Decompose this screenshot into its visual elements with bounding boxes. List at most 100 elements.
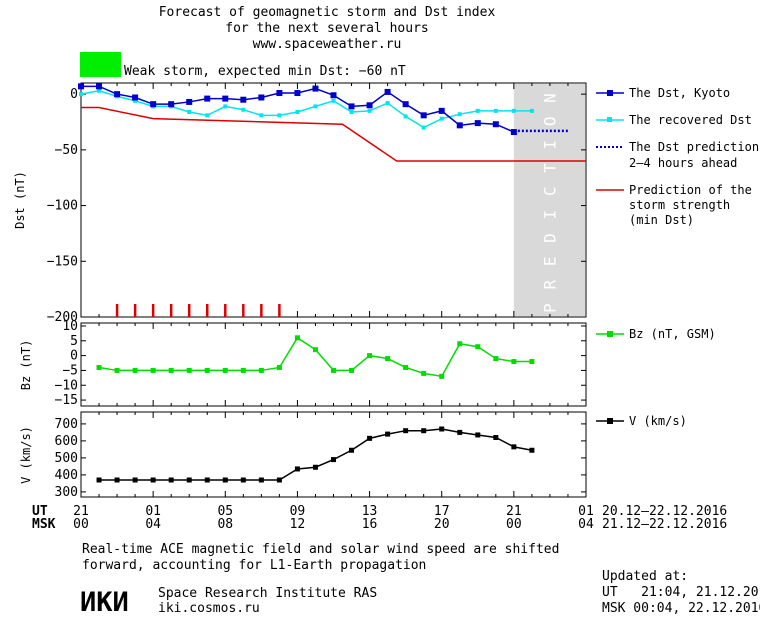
prediction-label-letter: O xyxy=(540,117,559,127)
institute-url[interactable]: iki.cosmos.ru xyxy=(158,601,260,616)
x-tick-label-msk: 08 xyxy=(217,517,233,532)
y-tick-label: 5 xyxy=(70,334,78,349)
recovered-dst-point xyxy=(349,109,354,114)
recovered-dst-point xyxy=(277,113,282,118)
dst-kyoto-point xyxy=(240,96,247,103)
x-tick-label-msk: 04 xyxy=(145,517,161,532)
bz-point xyxy=(493,356,499,362)
bz-line xyxy=(98,336,532,378)
v-point xyxy=(96,477,102,483)
legend-storm-line1: Prediction of the xyxy=(629,183,752,197)
y-tick-label: 500 xyxy=(55,451,78,466)
v-point xyxy=(403,428,409,434)
v-point xyxy=(294,466,300,472)
v-point xyxy=(439,426,445,432)
prediction-zone: P R E D I C T I O N xyxy=(513,84,585,316)
bz-point xyxy=(367,353,373,359)
dst-kyoto-point xyxy=(438,107,445,114)
dst-kyoto-point xyxy=(312,85,319,92)
bz-point xyxy=(403,364,409,370)
bz-point xyxy=(511,359,517,365)
x-tick-label-ut: 21 xyxy=(506,504,522,519)
site-url: www.spaceweather.ru xyxy=(253,37,402,52)
y-tick-label: −200 xyxy=(47,310,78,325)
bz-point xyxy=(204,367,210,373)
prediction-label-letter: R xyxy=(540,279,559,289)
bz-point xyxy=(240,367,246,373)
institute-name: Space Research Institute RAS xyxy=(158,586,377,601)
footer-note-line2: forward, accounting for L1-Earth propaga… xyxy=(82,558,426,573)
recovered-dst-point xyxy=(133,98,138,103)
legend-v: V (km/s) xyxy=(629,414,687,428)
dst-kyoto-point xyxy=(384,88,391,95)
dst-kyoto-point xyxy=(348,103,355,110)
recovered-dst-point xyxy=(241,107,246,112)
legend-v-marker xyxy=(607,418,613,424)
bz-point xyxy=(96,364,102,370)
y-tick-label: −100 xyxy=(47,199,78,214)
x-tick-label-msk: 04 xyxy=(578,517,594,532)
recovered-dst-point xyxy=(367,108,372,113)
dst-kyoto-point xyxy=(420,112,427,119)
y-tick-label: 0 xyxy=(70,87,78,102)
y-tick-label: 0 xyxy=(70,349,78,364)
bz-point xyxy=(475,344,481,350)
recovered-dst-point xyxy=(529,108,534,113)
v-panel-frame xyxy=(80,411,587,498)
legend-recovered: The recovered Dst xyxy=(629,113,752,127)
storm-status-text: Weak storm, expected min Dst: −60 nT xyxy=(124,64,406,79)
bz-point xyxy=(222,367,228,373)
bz-axis-label: Bz (nT) xyxy=(19,340,33,391)
y-tick-label: −10 xyxy=(55,378,78,393)
prediction-label-letter: E xyxy=(540,257,559,267)
bz-point xyxy=(529,359,535,365)
bz-point xyxy=(186,367,192,373)
recovered-dst-point xyxy=(259,113,264,118)
x-tick-label-msk: 16 xyxy=(362,517,378,532)
dst-kyoto-point xyxy=(294,90,301,97)
x-tick-label-msk: 12 xyxy=(290,517,306,532)
v-point xyxy=(511,444,517,450)
series xyxy=(78,83,586,483)
v-point xyxy=(493,435,499,440)
v-point xyxy=(132,477,138,483)
y-tick-label: 400 xyxy=(55,468,78,483)
bz-point xyxy=(168,367,174,373)
y-tick-label: −5 xyxy=(62,363,78,378)
axes: 0−50−100−150−2001050−5−10−15300400500600… xyxy=(47,83,594,532)
v-point xyxy=(457,429,463,435)
dst-kyoto-point xyxy=(168,101,175,108)
recovered-dst-line xyxy=(80,90,532,129)
v-point xyxy=(222,477,228,483)
dst-kyoto-point xyxy=(492,121,499,128)
dst-kyoto-point xyxy=(330,92,337,99)
bz-point xyxy=(114,367,120,373)
y-tick-label: 700 xyxy=(55,417,78,432)
storm-strength-line xyxy=(81,106,586,162)
bz-panel-frame xyxy=(80,322,587,407)
prediction-label-letter: I xyxy=(540,210,559,220)
dst-kyoto-point xyxy=(78,83,84,90)
iki-logo: ИКИ xyxy=(80,587,129,618)
x-tick-label-msk: 20 xyxy=(434,517,450,532)
recovered-dst-point xyxy=(313,104,318,109)
storm-status-swatch xyxy=(80,52,121,77)
x-tick-label-msk: 00 xyxy=(73,517,89,532)
v-point xyxy=(331,457,336,463)
prediction-zone-fill xyxy=(513,84,585,316)
v-axis-label: V (km/s) xyxy=(19,426,33,484)
v-point xyxy=(168,477,174,483)
v-point xyxy=(529,447,535,453)
chart-title-line1: Forecast of geomagnetic storm and Dst in… xyxy=(159,5,496,20)
legend-prediction-line1: The Dst prediction xyxy=(629,140,759,154)
bz-point xyxy=(312,347,318,353)
bz-point xyxy=(421,370,427,376)
recovered-dst-point xyxy=(403,114,408,119)
x-tick-label-msk: 00 xyxy=(506,517,522,532)
legend-dst-kyoto: The Dst, Kyoto xyxy=(629,86,730,100)
recovered-dst-point xyxy=(439,116,444,121)
v-point xyxy=(114,477,120,483)
x-tick-label-ut: 09 xyxy=(290,504,306,519)
dst-kyoto-point xyxy=(276,90,283,97)
legend-bz: Bz (nT, GSM) xyxy=(629,327,716,341)
